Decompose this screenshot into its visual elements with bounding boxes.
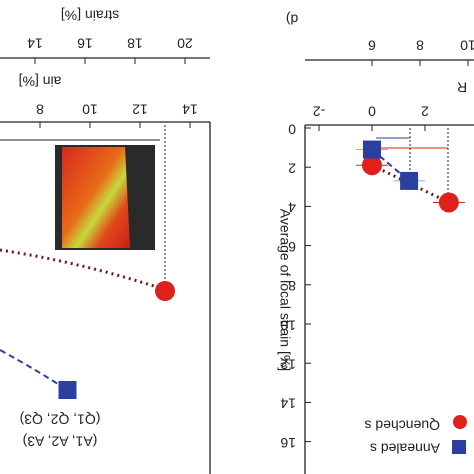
x-tick-label: 8 (416, 37, 424, 53)
y-tick-label: 4 (288, 200, 296, 216)
x-tick-label: 20 (177, 35, 193, 51)
x-tick-label: 10 (82, 101, 98, 117)
y-tick-label: 14 (280, 396, 296, 412)
legend-marker (453, 415, 467, 429)
x-tick-label: 12 (132, 101, 148, 117)
curve (0, 248, 161, 290)
x-tick-label: 2 (421, 103, 429, 119)
legend-label: Annealed s (370, 440, 440, 456)
legend-label: (Q1, Q2, Q3) (20, 411, 101, 427)
y-tick-label: 16 (280, 435, 296, 451)
x-tick-label: -2 (313, 103, 326, 119)
axis-label: Average of local strain [%] (277, 209, 293, 371)
marker (400, 171, 419, 190)
axis-label: ain [%] (19, 73, 62, 89)
y-tick-label: 8 (288, 278, 296, 294)
y-tick-label: 6 (288, 239, 296, 255)
x-tick-label: 14 (27, 35, 43, 51)
y-tick-label: 12 (280, 356, 296, 372)
axis-label: R (457, 79, 467, 95)
y-tick-label: 10 (280, 317, 296, 333)
y-tick-label: 2 (288, 160, 296, 176)
y-tick-label: 0 (288, 121, 296, 137)
inset-image (62, 147, 130, 248)
marker (362, 155, 382, 176)
marker (363, 140, 381, 159)
marker (155, 281, 175, 301)
curve (0, 349, 65, 389)
marker (438, 192, 459, 213)
x-tick-label: 10 (460, 37, 474, 53)
axis-label: strain [%] (61, 7, 119, 23)
x-tick-label: 14 (182, 101, 198, 117)
legend-label: Quenched s (365, 417, 441, 433)
marker (58, 381, 77, 399)
x-tick-label: 8 (36, 101, 44, 117)
legend-label: (A1, A2, A3) (23, 433, 98, 449)
x-tick-label: 0 (368, 103, 376, 119)
legend-marker (452, 440, 466, 454)
x-tick-label: 6 (368, 37, 376, 53)
x-tick-label: 18 (127, 35, 143, 51)
x-tick-label: 16 (77, 35, 93, 51)
panel-label: d) (286, 11, 298, 27)
